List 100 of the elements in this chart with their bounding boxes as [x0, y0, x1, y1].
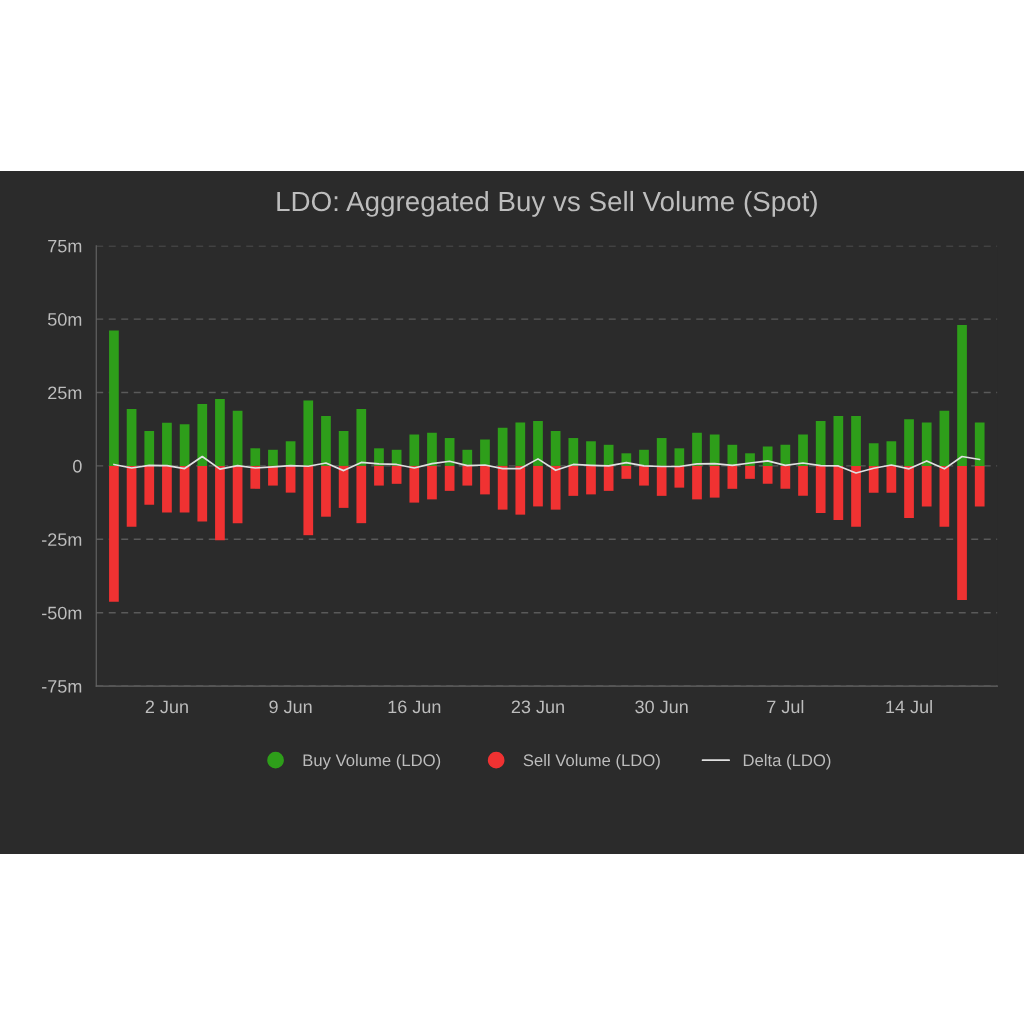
- x-tick-label: 30 Jun: [635, 700, 688, 714]
- bar: [409, 434, 420, 466]
- bar: [939, 410, 950, 466]
- bar: [232, 410, 243, 466]
- bar: [851, 416, 861, 466]
- bar: [197, 403, 208, 466]
- bar: [462, 449, 473, 466]
- bar: [162, 422, 172, 466]
- bar: [533, 465, 543, 507]
- bar: [515, 465, 526, 515]
- bar: [179, 424, 190, 466]
- bar: [868, 465, 879, 493]
- bar: [780, 465, 791, 489]
- bar: [904, 465, 914, 518]
- bar: [904, 419, 914, 466]
- bar: [957, 465, 967, 601]
- bar: [391, 465, 402, 484]
- bar: [374, 448, 384, 466]
- bar: [815, 465, 826, 513]
- bar: [338, 430, 349, 466]
- bar: [550, 430, 561, 466]
- bar: [656, 438, 667, 466]
- bar: [179, 465, 190, 513]
- bar: [692, 465, 702, 500]
- bar: [427, 432, 437, 466]
- legend-label: Sell Volume (LDO): [523, 753, 660, 770]
- legend-label: Buy Volume (LDO): [303, 753, 441, 770]
- bar: [674, 448, 685, 466]
- bar: [285, 441, 296, 466]
- bar: [639, 449, 649, 466]
- bar: [268, 465, 278, 486]
- bar: [462, 465, 473, 486]
- bar: [727, 465, 738, 489]
- bar: [568, 465, 579, 496]
- x-tick-label: 9 Jun: [269, 700, 312, 714]
- bar: [798, 434, 808, 466]
- bar: [886, 465, 897, 493]
- bar: [480, 465, 490, 495]
- bar: [550, 465, 561, 510]
- bar: [533, 421, 543, 466]
- bar: [709, 465, 720, 498]
- bar: [939, 465, 950, 527]
- bar: [745, 465, 755, 479]
- bar: [480, 439, 490, 466]
- bar: [497, 427, 508, 466]
- bar: [798, 465, 808, 496]
- y-tick-label: -25m: [42, 533, 82, 547]
- bar: [126, 408, 137, 466]
- bar: [497, 465, 508, 510]
- bar: [727, 444, 738, 466]
- bar: [268, 449, 278, 466]
- bar: [303, 465, 314, 536]
- bar: [621, 465, 632, 479]
- bar: [321, 416, 331, 466]
- x-tick-label: 23 Jun: [511, 700, 564, 714]
- bar: [974, 422, 985, 466]
- bar: [833, 416, 844, 466]
- bar: [303, 400, 314, 466]
- chart-title: LDO: Aggregated Buy vs Sell Volume (Spot): [277, 190, 817, 217]
- y-tick-label: 50m: [47, 313, 82, 326]
- bar: [427, 465, 437, 500]
- bar: [568, 438, 579, 466]
- bar: [762, 446, 773, 466]
- x-tick-label: 7 Jul: [767, 699, 804, 714]
- bar: [232, 465, 243, 524]
- bar: [603, 444, 614, 466]
- bar: [780, 444, 791, 466]
- bar: [162, 465, 172, 513]
- bar: [374, 465, 384, 486]
- bar: [285, 465, 296, 493]
- bar: [197, 465, 208, 522]
- bar: [126, 465, 137, 527]
- x-tick-label: 16 Jun: [388, 700, 441, 714]
- bar: [444, 465, 455, 491]
- bar: [762, 465, 773, 484]
- bar: [144, 465, 155, 505]
- y-tick-label: 0: [73, 459, 82, 473]
- x-tick-label: 14 Jul: [886, 699, 932, 714]
- bar: [833, 465, 844, 520]
- bar: [851, 465, 861, 527]
- bar: [109, 465, 119, 602]
- bar: [321, 465, 331, 517]
- legend-label: Delta (LDO): [743, 753, 831, 770]
- bar: [974, 465, 985, 507]
- y-tick-label: -50m: [42, 606, 82, 620]
- bar: [921, 422, 932, 466]
- bar: [356, 465, 367, 524]
- bar: [586, 441, 596, 466]
- bar: [921, 465, 932, 507]
- x-tick-label: 2 Jun: [145, 700, 188, 714]
- y-tick-label: 75m: [48, 239, 82, 253]
- bar: [674, 465, 685, 488]
- bar: [586, 465, 596, 495]
- bar: [409, 465, 420, 503]
- bar: [109, 330, 119, 466]
- bar: [603, 465, 614, 491]
- bar: [709, 434, 720, 466]
- bar: [656, 465, 667, 496]
- y-tick-label: -75m: [42, 680, 82, 693]
- y-tick-label: 25m: [48, 386, 82, 400]
